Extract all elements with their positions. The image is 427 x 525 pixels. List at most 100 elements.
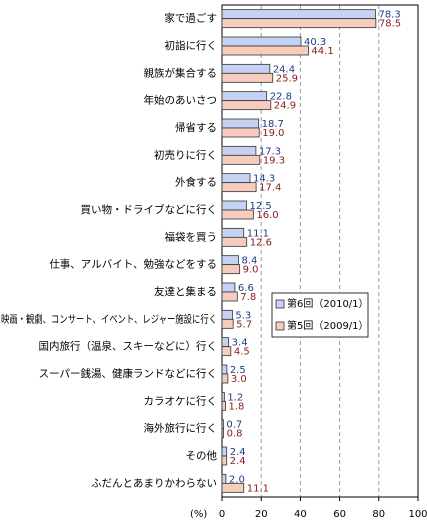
legend-label: 第5回（2009/1） (287, 319, 369, 332)
category-label: 外食する (175, 176, 217, 189)
bar (221, 100, 272, 111)
x-tick-label: 60 (333, 509, 346, 520)
value-label: 9.0 (243, 265, 259, 276)
bar (221, 255, 239, 266)
bar (221, 145, 257, 156)
category-label: 仕事、アルバイト、勉強などをする (49, 258, 217, 271)
value-label: 19.3 (263, 155, 285, 166)
value-label: 2.4 (230, 456, 246, 467)
bar (221, 364, 228, 375)
value-label: 12.5 (250, 201, 272, 212)
bar (221, 318, 234, 329)
bar (221, 18, 377, 29)
value-label: 2.5 (230, 365, 246, 376)
value-label: 8.4 (241, 256, 257, 267)
bar (221, 91, 268, 102)
value-label: 2.4 (230, 447, 246, 458)
value-label: 78.3 (378, 10, 400, 21)
value-label: 0.8 (227, 429, 243, 440)
value-label: 25.9 (276, 73, 298, 84)
bar (221, 9, 376, 20)
value-label: 1.2 (227, 392, 243, 403)
bar (221, 446, 228, 457)
value-label: 14.3 (253, 174, 275, 185)
legend-swatch (275, 299, 285, 309)
category-label: 買い物・ドライブなどに行く (81, 203, 218, 216)
value-label: 12.6 (250, 237, 272, 248)
category-label: その他 (186, 449, 218, 462)
value-label: 24.9 (274, 101, 296, 112)
value-label: 5.3 (235, 310, 251, 321)
category-label: 初詣に行く (165, 39, 218, 52)
x-axis-label: (%) (190, 509, 207, 520)
legend-swatch (275, 321, 285, 331)
bar (221, 482, 245, 493)
category-label: 海外旅行に行く (144, 422, 218, 435)
value-label: 17.4 (259, 183, 281, 194)
category-label: カラオケに行く (144, 394, 218, 407)
category-label: 国内旅行（温泉、スキーなどに）行く (39, 340, 218, 353)
bar (221, 373, 229, 384)
bar (221, 118, 260, 129)
bar (221, 200, 247, 211)
plot-border (221, 4, 419, 498)
value-label: 1.8 (229, 401, 245, 412)
bar (221, 63, 271, 74)
bar (221, 182, 257, 193)
bar (221, 127, 260, 138)
value-label: 40.3 (304, 37, 326, 48)
bar (221, 291, 238, 302)
value-label: 16.0 (256, 210, 278, 221)
bar (221, 400, 226, 411)
x-tick-label: 20 (255, 509, 268, 520)
value-label: 2.0 (229, 474, 245, 485)
x-tick-label: 40 (294, 509, 307, 520)
value-label: 0.7 (226, 420, 242, 431)
bar (221, 45, 309, 56)
value-label: 17.3 (259, 146, 281, 157)
bar (221, 72, 274, 83)
category-label: 年始のあいさつ (144, 94, 218, 107)
legend-box (271, 292, 369, 338)
category-label: 初売りに行く (154, 148, 217, 161)
legend-label: 第6回（2010/1） (287, 297, 369, 310)
value-label: 22.8 (270, 92, 292, 103)
value-label: 6.6 (238, 283, 254, 294)
value-label: 44.1 (311, 46, 333, 57)
category-label: 福袋を買う (165, 230, 218, 243)
bar (221, 419, 224, 430)
bar (221, 346, 232, 357)
bar (221, 209, 254, 220)
bar (221, 264, 241, 275)
value-label: 7.8 (240, 292, 256, 303)
category-label: 友達と集まる (154, 285, 217, 298)
bar (221, 309, 233, 320)
value-label: 18.7 (262, 119, 284, 130)
category-label: 映画・観劇、コンサート、イベント、レジャー施設に行く (1, 312, 217, 325)
category-label: ふだんとあまりかわらない (91, 477, 217, 489)
bar (221, 173, 251, 184)
bar (221, 282, 236, 293)
value-label: 11.1 (247, 228, 269, 239)
category-label: 親族が集合する (144, 66, 218, 79)
bar (221, 428, 224, 439)
value-label: 3.0 (231, 374, 247, 385)
bar (221, 236, 248, 247)
value-label: 4.5 (234, 347, 250, 358)
bar (221, 473, 227, 484)
bar (221, 227, 245, 238)
value-label: 19.0 (262, 128, 284, 139)
bar (221, 36, 302, 47)
x-tick-label: 0 (219, 509, 225, 520)
category-label: 家で過ごす (164, 12, 217, 25)
x-tick-label: 100 (408, 509, 427, 520)
value-label: 3.4 (232, 338, 248, 349)
value-label: 24.4 (273, 64, 295, 75)
value-label: 11.1 (247, 483, 269, 494)
bar (221, 455, 228, 466)
category-label: スーパー銭湯、健康ランドなどに行く (39, 367, 217, 380)
bar (221, 154, 261, 165)
value-label: 78.5 (379, 19, 401, 30)
x-tick-label: 80 (372, 509, 385, 520)
